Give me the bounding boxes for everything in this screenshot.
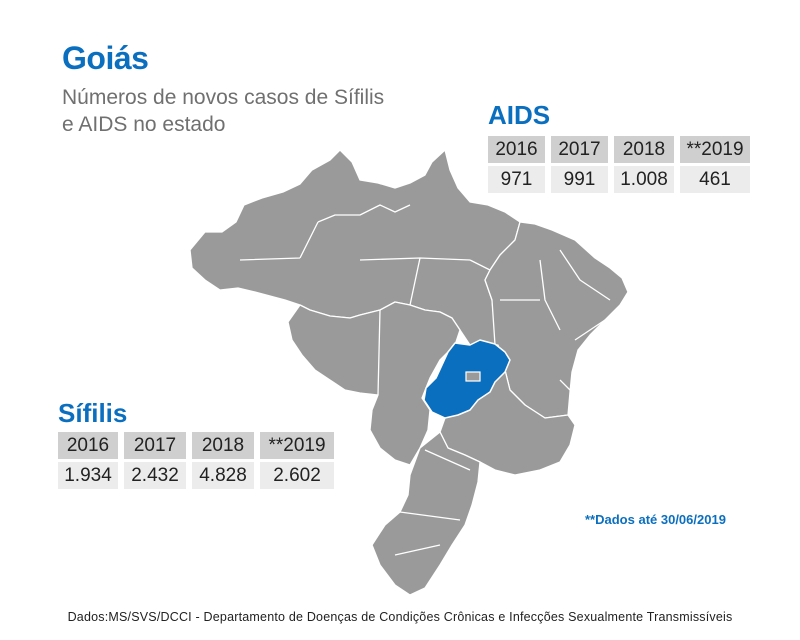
sifilis-value-2018: 4.828 (192, 462, 254, 489)
aids-value-2016: 971 (488, 166, 545, 193)
sifilis-year-2017: 2017 (124, 432, 186, 459)
aids-year-2019: **2019 (680, 136, 750, 163)
map-region-norte (189, 149, 521, 346)
aids-year-2017: 2017 (551, 136, 608, 163)
map-state-distrito-federal (465, 371, 481, 382)
sifilis-value-2016: 1.934 (58, 462, 118, 489)
sifilis-year-2018: 2018 (192, 432, 254, 459)
sifilis-value-2017: 2.432 (124, 462, 186, 489)
source-credit: Dados:MS/SVS/DCCI - Departamento de Doen… (67, 610, 733, 624)
sifilis-title: Sífilis (58, 398, 128, 428)
aids-title: AIDS (488, 100, 551, 130)
map-region-nordeste (484, 221, 629, 419)
sifilis-year-2019: **2019 (260, 432, 334, 459)
aids-value-2019: 461 (680, 166, 750, 193)
sifilis-year-2016: 2016 (58, 432, 118, 459)
page-title: Goiás (62, 40, 149, 76)
aids-year-2018: 2018 (614, 136, 674, 163)
aids-year-2016: 2016 (488, 136, 545, 163)
map-region-sul (371, 431, 481, 596)
footnote: **Dados até 30/06/2019 (585, 512, 726, 527)
page-subtitle: Números de novos casos de Sífilis e AIDS… (62, 86, 385, 136)
aids-value-2017: 991 (551, 166, 608, 193)
aids-value-2018: 1.008 (614, 166, 674, 193)
sifilis-value-2019: 2.602 (260, 462, 334, 489)
